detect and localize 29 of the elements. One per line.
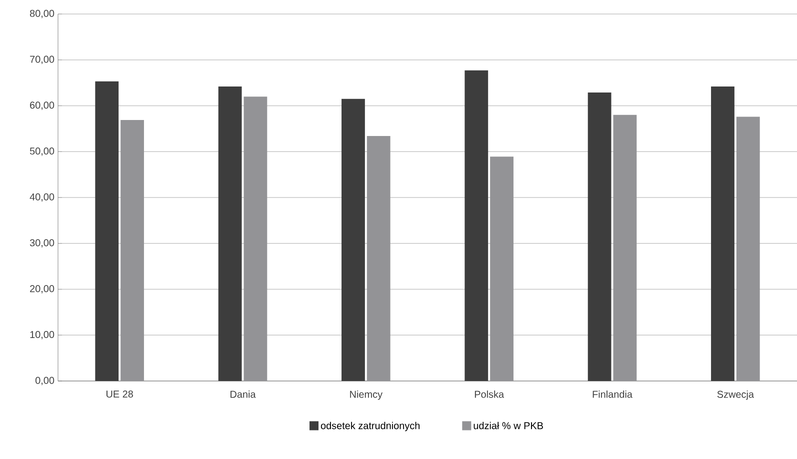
y-tick-label: 10,00 — [30, 331, 54, 340]
bar — [120, 120, 144, 381]
y-tick-label: 0,00 — [35, 376, 54, 386]
bar — [464, 70, 488, 381]
bar — [218, 86, 242, 381]
bar — [366, 136, 390, 381]
x-tick-label: Dania — [230, 390, 256, 398]
y-tick-label: 70,00 — [30, 56, 54, 64]
y-tick-label: 30,00 — [30, 239, 54, 248]
x-tick-label: Niemcy — [350, 390, 383, 400]
bar — [588, 92, 612, 381]
bar — [342, 98, 365, 381]
x-tick-label: UE 28 — [106, 390, 133, 398]
y-tick-label: 80,00 — [30, 10, 54, 18]
bar — [711, 86, 734, 381]
legend-label: udział % w PKB — [474, 422, 543, 430]
y-tick-label: 60,00 — [30, 102, 54, 110]
bar — [95, 81, 119, 381]
y-tick-label: 20,00 — [30, 285, 54, 294]
x-tick-label: Szwecja — [717, 390, 754, 400]
legend-label: odsetek zatrudnionych — [320, 422, 420, 432]
x-tick-label: Polska — [474, 390, 504, 398]
x-tick-label: Finlandia — [592, 390, 632, 398]
y-tick-label: 40,00 — [30, 193, 54, 202]
bar — [736, 116, 760, 381]
bar — [244, 96, 268, 381]
bar — [490, 156, 514, 381]
y-tick-label: 50,00 — [30, 148, 54, 156]
bar — [613, 114, 637, 381]
